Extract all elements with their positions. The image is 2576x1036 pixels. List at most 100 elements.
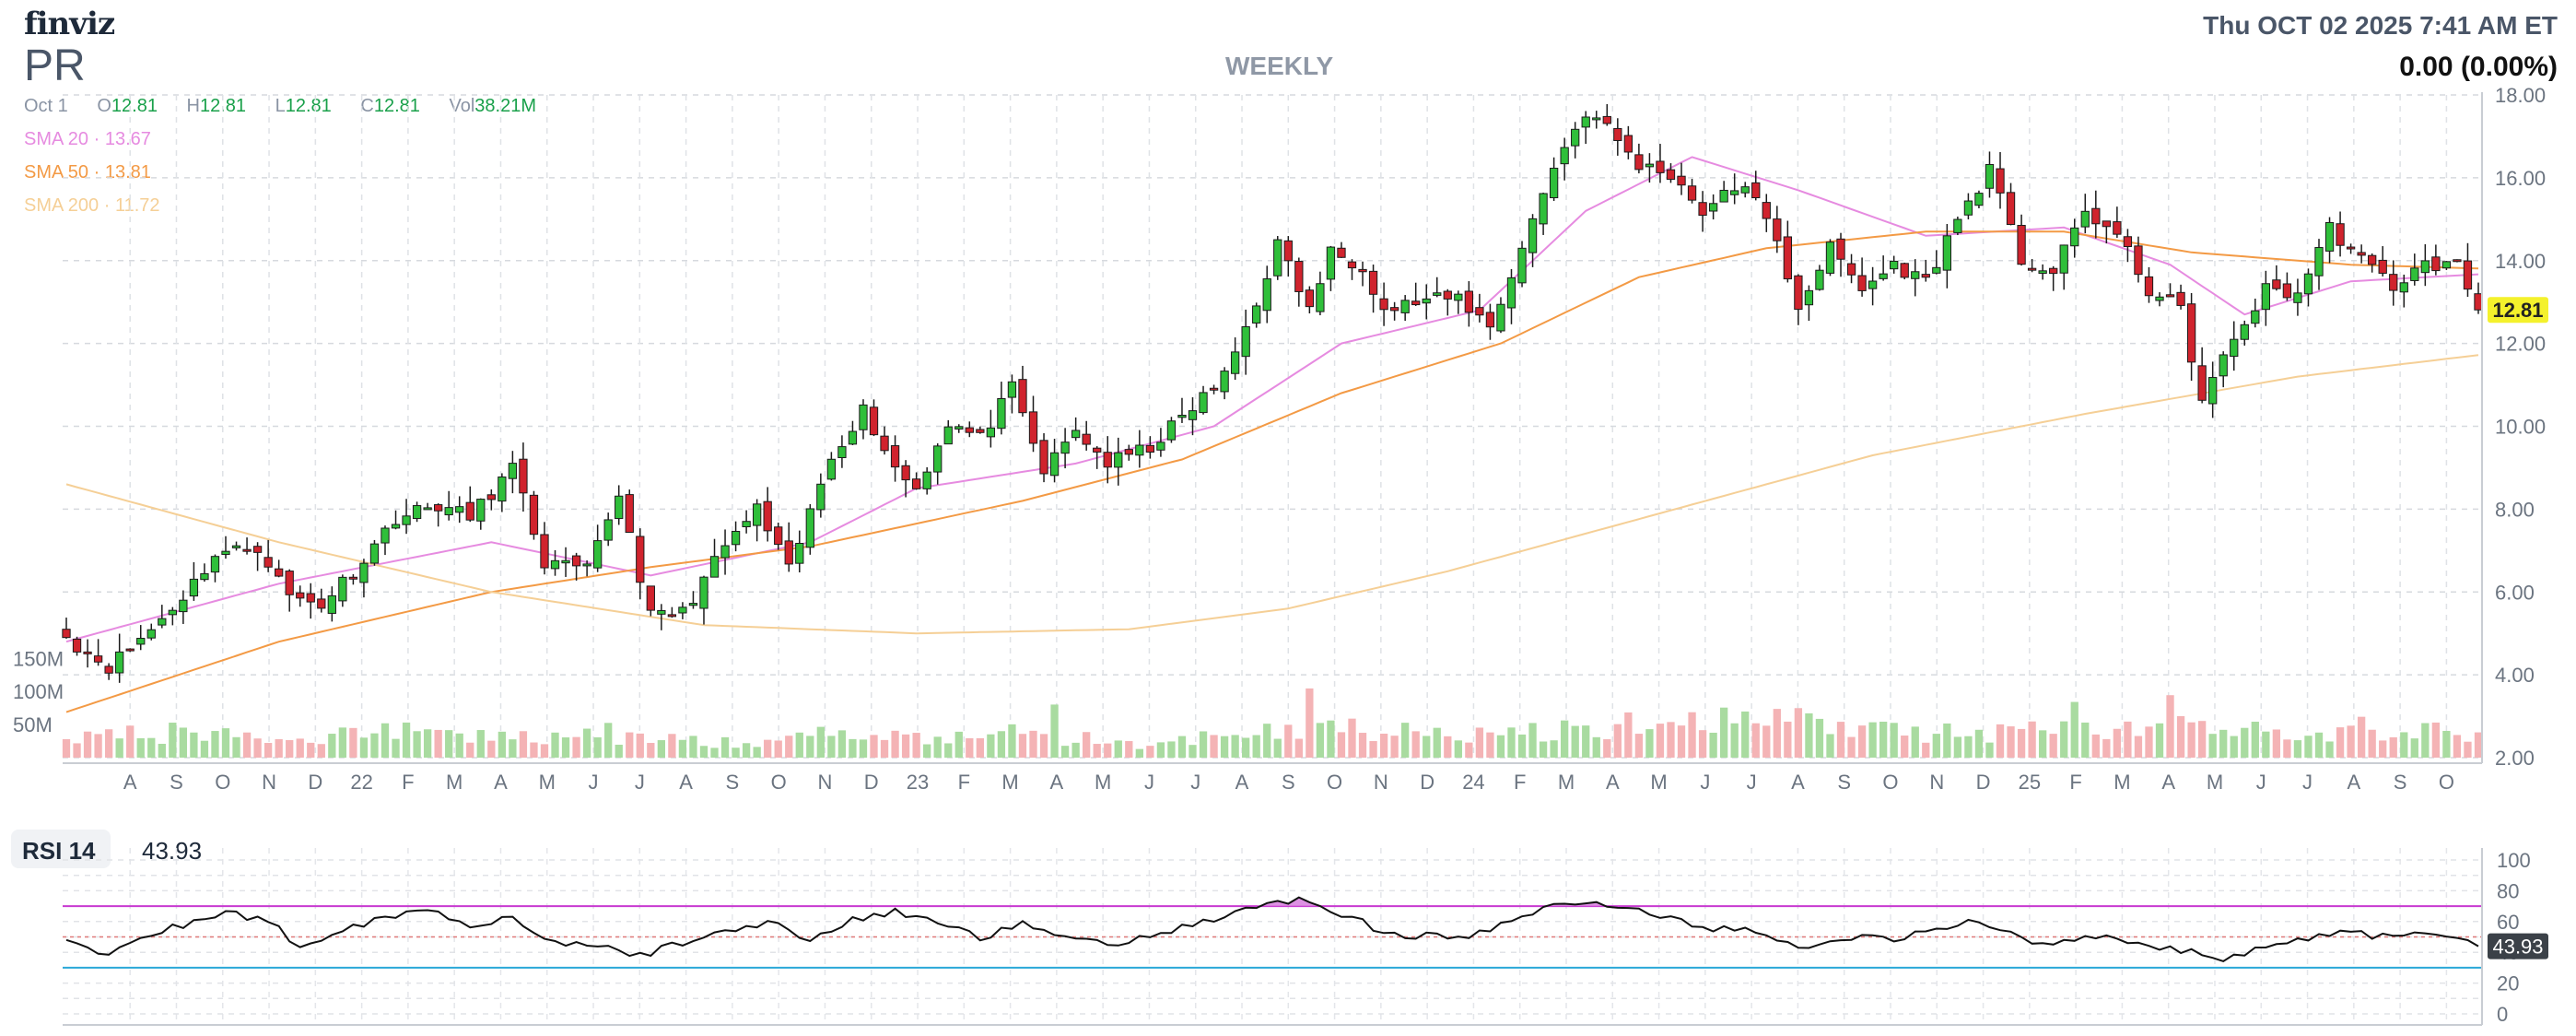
candle-body — [2155, 296, 2164, 301]
volume-bar — [476, 730, 485, 758]
candle-body — [83, 651, 92, 654]
candle-body — [1400, 300, 1410, 313]
volume-bar — [2145, 726, 2153, 758]
candle-body — [593, 540, 603, 569]
candle-body — [402, 515, 411, 525]
volume-bar — [551, 732, 559, 758]
volume-bar — [1433, 727, 1441, 758]
volume-bar — [1667, 722, 1675, 758]
candle-body — [1049, 452, 1060, 477]
candle-body — [699, 576, 708, 609]
candle-body — [1199, 392, 1208, 414]
time-axis-label: D — [864, 771, 879, 794]
candle-body — [1656, 160, 1665, 173]
volume-bar — [296, 738, 304, 758]
candle-body — [2272, 279, 2281, 289]
volume-bar — [582, 728, 591, 758]
candle-body — [1932, 266, 1941, 274]
volume-bar — [1220, 736, 1229, 758]
candle-body — [2113, 221, 2122, 235]
candle-body — [93, 655, 103, 663]
candle-body — [263, 557, 273, 568]
finviz-logo[interactable]: finviz — [24, 6, 115, 42]
volume-bar — [466, 742, 474, 758]
volume-bar — [1337, 732, 1346, 758]
candle-body — [1762, 202, 1771, 219]
volume-bar — [1879, 722, 1888, 758]
candle-body — [519, 458, 528, 494]
volume-bar — [1104, 743, 1112, 758]
candle-body — [1337, 247, 1346, 258]
volume-bar — [2155, 723, 2164, 758]
volume-bar — [732, 748, 740, 758]
candle-body — [104, 665, 113, 674]
volume-bar — [2113, 728, 2122, 758]
candle-body — [2080, 210, 2090, 228]
candle-body — [2336, 223, 2345, 246]
volume-bar — [753, 747, 761, 758]
volume-bar — [870, 735, 878, 758]
candle-body — [72, 638, 82, 653]
volume-bar — [1486, 732, 1494, 758]
time-axis-label: D — [308, 771, 322, 794]
volume-bar — [1805, 712, 1813, 758]
candle-body — [752, 503, 762, 526]
candle-body — [317, 598, 326, 609]
candle-body — [1698, 202, 1707, 217]
candle-body — [2197, 365, 2207, 401]
candle-body — [1305, 289, 1315, 308]
candle-body — [2144, 276, 2154, 297]
sma-200-legend[interactable]: SMA 200 · 11.72 — [24, 195, 160, 216]
volume-bar — [211, 731, 219, 758]
candle-body — [1071, 430, 1081, 439]
volume-bar — [1932, 734, 1940, 758]
volume-bar — [1773, 709, 1781, 758]
candle-body — [1890, 260, 1899, 270]
candle-body — [1124, 449, 1133, 455]
candle-body — [444, 507, 453, 516]
volume-bar — [1496, 735, 1505, 758]
time-axis-label: J — [589, 771, 599, 794]
rsi-label-box[interactable] — [11, 830, 111, 868]
candle-body — [465, 501, 474, 521]
sma-20-legend[interactable]: SMA 20 · 13.67 — [24, 129, 151, 149]
volume-axis-label: 150M — [13, 647, 64, 670]
time-axis-label: D — [1420, 771, 1434, 794]
candle-body — [1209, 387, 1219, 391]
candle-body — [231, 545, 241, 548]
candle-body — [2389, 274, 2398, 291]
time-axis-label: S — [1282, 771, 1295, 794]
time-axis-label: S — [726, 771, 740, 794]
volume-bar — [806, 736, 814, 758]
volume-bar — [83, 731, 92, 758]
time-axis-label: N — [1929, 771, 1944, 794]
volume-bar — [1050, 704, 1059, 758]
volume-bar — [1008, 724, 1016, 758]
candle-body — [136, 638, 146, 645]
candle-body — [1623, 135, 1633, 153]
rsi-title: RSI 14 — [22, 837, 96, 865]
candle-body — [1613, 127, 1622, 141]
sma-50-legend[interactable]: SMA 50 · 13.81 — [24, 162, 151, 182]
volume-bar — [115, 738, 123, 758]
candle-body — [1804, 289, 1814, 306]
volume-bar — [1231, 735, 1239, 758]
volume-bar — [1751, 723, 1760, 758]
candle-body — [2463, 260, 2473, 290]
price-axis-label: 18.00 — [2495, 84, 2546, 107]
candle-body — [1666, 169, 1676, 181]
candle-body — [540, 534, 549, 569]
candle-body — [1677, 175, 1686, 186]
candle-body — [1093, 447, 1102, 453]
volume-bar — [1146, 746, 1154, 758]
candle-body — [2186, 303, 2196, 363]
datetime: Thu OCT 02 2025 7:41 AM ET — [2203, 11, 2558, 40]
candle-body — [1188, 410, 1198, 420]
candle-body — [2102, 220, 2111, 228]
candle-body — [933, 445, 943, 473]
candle-body — [1060, 441, 1070, 454]
volume-bar — [1039, 734, 1048, 758]
candle-body — [1506, 277, 1516, 309]
time-axis-label: F — [402, 771, 414, 794]
